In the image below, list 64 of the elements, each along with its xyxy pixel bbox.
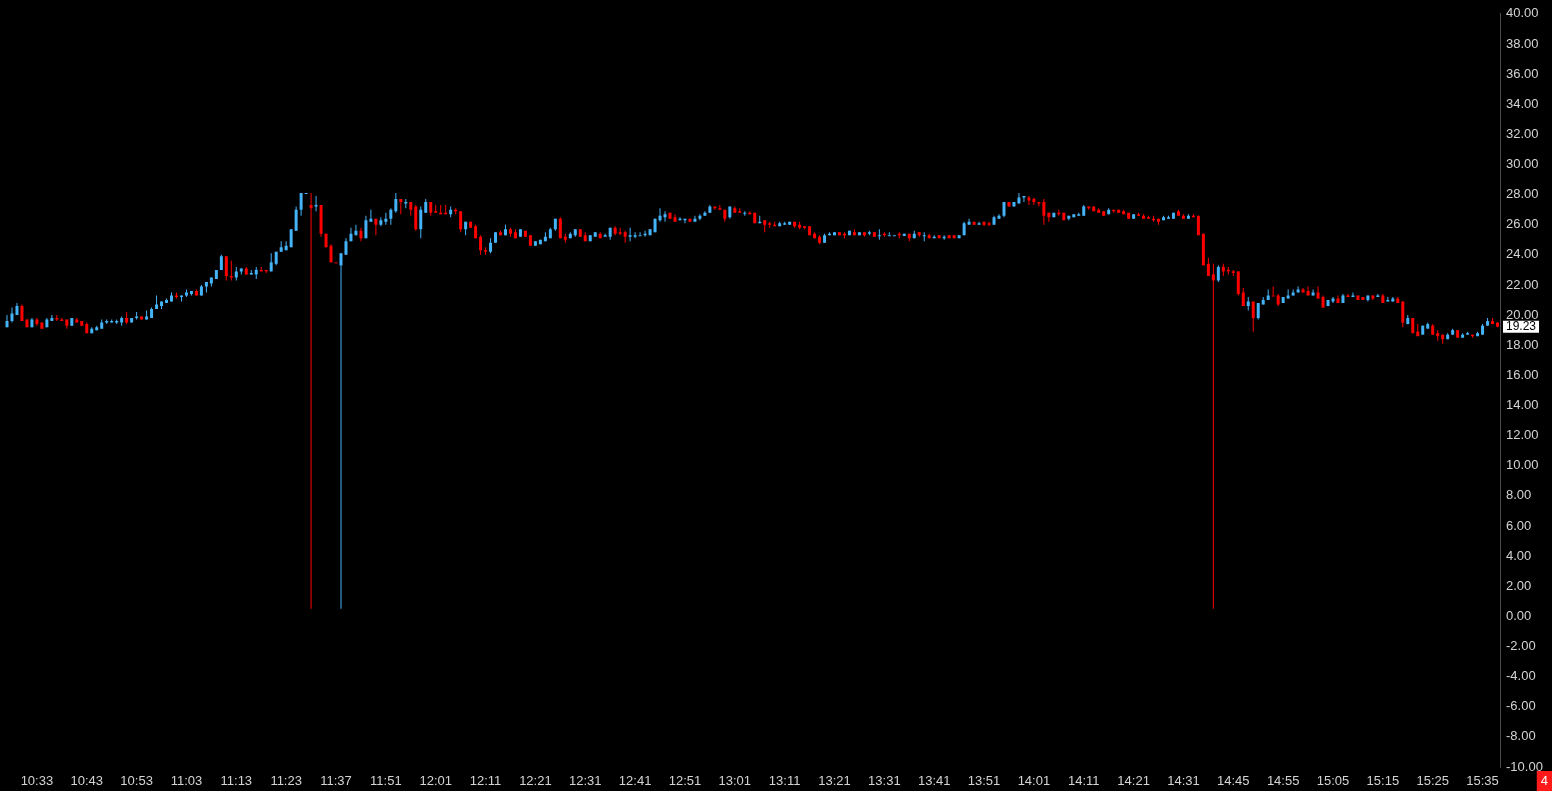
x-tick-label: 13:21 [818,773,851,789]
y-tick-label: 14.00 [1506,397,1539,413]
y-tick-label: 28.00 [1506,186,1539,202]
y-tick-label: 36.00 [1506,65,1539,81]
annotation: 19.23 [1506,319,1537,334]
y-tick-label: 2.00 [1506,577,1532,593]
y-tick-label: -2.00 [1506,638,1536,654]
x-tick-label: 12:21 [519,773,552,789]
candlestick [877,229,881,240]
x-tick-label: 12:41 [618,773,652,789]
y-tick-label: 12.00 [1506,427,1539,443]
y-tick-label: 26.00 [1506,216,1539,232]
x-tick-label: 11:23 [270,773,302,789]
text: 4 [1540,772,1548,788]
x-tick-label: 13:51 [967,773,1001,789]
x-tick-label: 11:13 [220,773,253,789]
x-tick-label: 15:35 [1466,773,1499,789]
x-tick-label: 10:33 [20,773,54,789]
y-tick-label: 30.00 [1506,156,1539,172]
x-tick-label: 13:11 [768,773,801,789]
candlestick [339,253,343,609]
y-tick-label: 10.00 [1506,457,1539,473]
y-tick-label: 32.00 [1506,125,1539,141]
x-tick-label: 13:41 [917,773,951,789]
x-tick-label: 14:55 [1266,773,1300,789]
y-tick-label: 0.00 [1506,607,1532,623]
y-tick-label: -6.00 [1506,698,1536,714]
x-tick-label: 12:01 [419,773,452,789]
x-tick-label: 13:31 [868,773,901,789]
x-tick-label: 11:03 [170,773,203,789]
x-tick-label: 11:37 [320,773,352,789]
x-tick-label: 10:53 [120,773,153,789]
x-tick-label: 15:15 [1366,773,1400,789]
x-tick-label: 13:01 [718,773,752,789]
y-tick-label: 20.00 [1506,306,1539,322]
x-tick-label: 11:51 [370,773,402,789]
x-tick-label: 14:01 [1017,773,1051,789]
y-tick-label: 24.00 [1506,246,1539,262]
y-tick-label: 6.00 [1506,517,1532,533]
x-tick-label: 14:31 [1167,773,1200,789]
candlestick [309,193,313,609]
x-tick-label: 15:25 [1416,773,1449,789]
x-tick-label: 14:21 [1117,773,1150,789]
x-tick-label: 10:43 [70,773,104,789]
y-tick-label: 16.00 [1506,366,1539,382]
y-tick-label: 38.00 [1506,35,1539,51]
x-tick-label: 12:11 [469,773,502,789]
x-tick-label: 14:45 [1217,773,1250,789]
x-tick-label: 12:31 [568,773,602,789]
y-tick-label: 40.00 [1506,5,1539,21]
x-tick-label: 14:11 [1067,773,1100,789]
candlestick [1211,263,1215,609]
x-tick-label: 15:05 [1316,773,1350,789]
candlestick [1271,286,1275,297]
y-tick-label: 4.00 [1506,547,1532,563]
y-tick-label: 34.00 [1506,95,1539,111]
x-tick-label: 12:51 [668,773,702,789]
y-tick-label: -4.00 [1506,668,1536,684]
candlestick [887,232,891,237]
y-tick-label: 22.00 [1506,276,1539,292]
y-tick-label: 8.00 [1506,487,1532,503]
y-tick-label: -10.00 [1506,758,1543,774]
y-tick-label: -8.00 [1506,728,1536,744]
y-tick-label: 18.00 [1506,336,1539,352]
